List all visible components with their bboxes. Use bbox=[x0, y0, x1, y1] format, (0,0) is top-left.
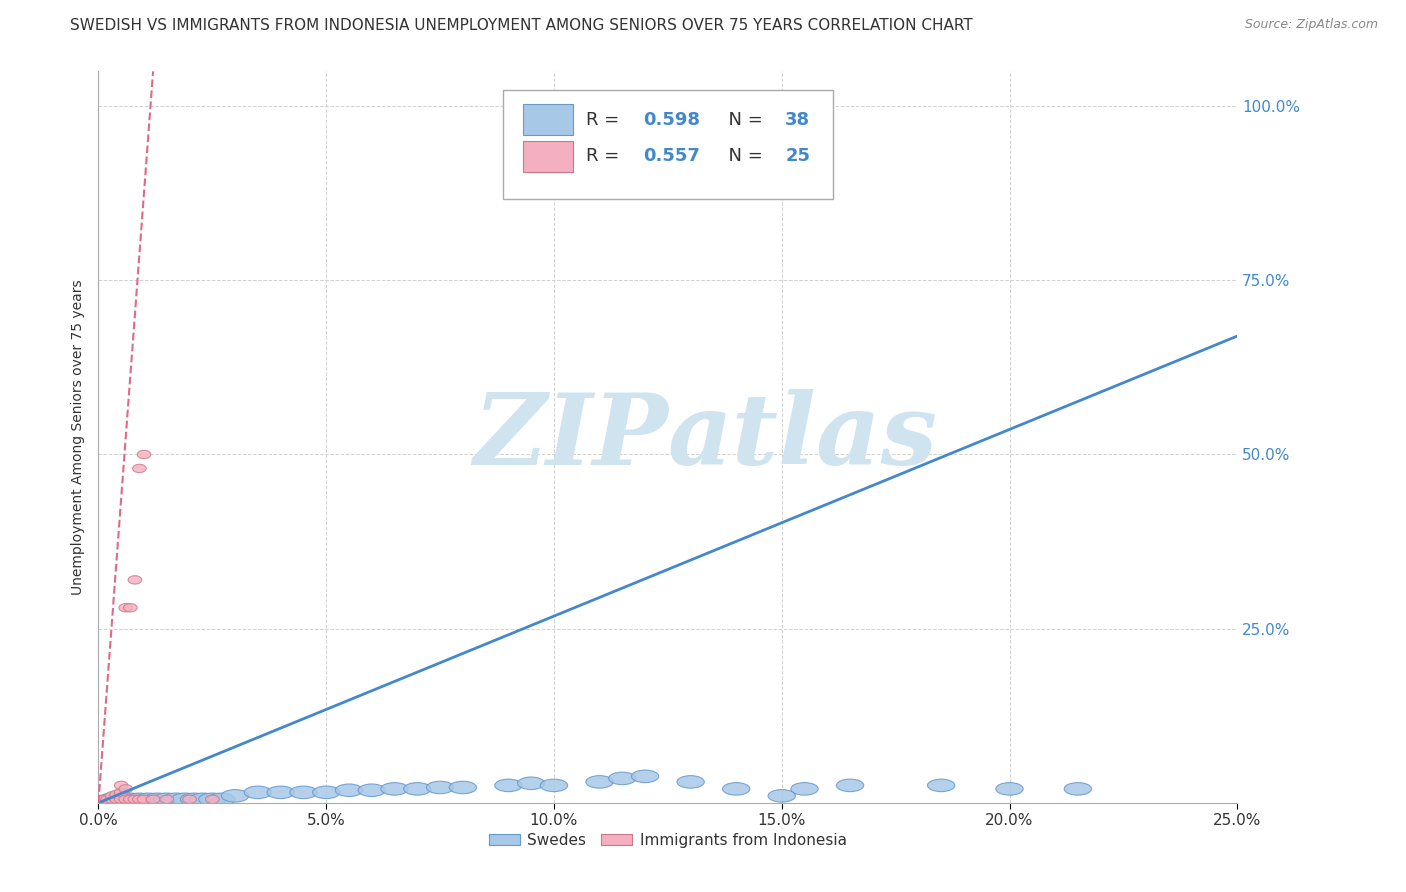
Ellipse shape bbox=[198, 793, 226, 805]
FancyBboxPatch shape bbox=[523, 141, 574, 171]
Ellipse shape bbox=[120, 604, 132, 612]
Ellipse shape bbox=[128, 795, 142, 804]
Ellipse shape bbox=[995, 782, 1024, 795]
Ellipse shape bbox=[183, 795, 197, 804]
Text: 25: 25 bbox=[785, 147, 810, 165]
Ellipse shape bbox=[312, 786, 340, 798]
Text: 0.598: 0.598 bbox=[643, 111, 700, 128]
Ellipse shape bbox=[91, 795, 105, 804]
Ellipse shape bbox=[117, 793, 143, 805]
Ellipse shape bbox=[208, 793, 235, 805]
Ellipse shape bbox=[114, 781, 128, 789]
Ellipse shape bbox=[128, 575, 142, 584]
Ellipse shape bbox=[146, 795, 160, 804]
Text: SWEDISH VS IMMIGRANTS FROM INDONESIA UNEMPLOYMENT AMONG SENIORS OVER 75 YEARS CO: SWEDISH VS IMMIGRANTS FROM INDONESIA UNE… bbox=[70, 18, 973, 33]
Legend: Swedes, Immigrants from Indonesia: Swedes, Immigrants from Indonesia bbox=[482, 827, 853, 854]
Ellipse shape bbox=[98, 793, 125, 805]
Text: ZIP: ZIP bbox=[472, 389, 668, 485]
Text: R =: R = bbox=[586, 111, 624, 128]
FancyBboxPatch shape bbox=[503, 90, 832, 200]
Ellipse shape bbox=[96, 795, 110, 804]
Ellipse shape bbox=[125, 793, 153, 805]
Ellipse shape bbox=[768, 789, 796, 802]
Ellipse shape bbox=[101, 795, 114, 804]
Ellipse shape bbox=[120, 785, 132, 793]
Ellipse shape bbox=[160, 795, 173, 804]
Ellipse shape bbox=[114, 789, 128, 797]
Ellipse shape bbox=[381, 782, 408, 795]
Ellipse shape bbox=[110, 795, 124, 804]
Ellipse shape bbox=[143, 793, 172, 805]
Ellipse shape bbox=[359, 784, 385, 797]
Ellipse shape bbox=[404, 782, 432, 795]
Ellipse shape bbox=[449, 781, 477, 794]
Ellipse shape bbox=[132, 464, 146, 473]
Ellipse shape bbox=[790, 782, 818, 795]
Ellipse shape bbox=[426, 781, 454, 794]
Ellipse shape bbox=[190, 793, 217, 805]
Ellipse shape bbox=[105, 795, 120, 804]
Ellipse shape bbox=[172, 793, 198, 805]
Text: Source: ZipAtlas.com: Source: ZipAtlas.com bbox=[1244, 18, 1378, 31]
Ellipse shape bbox=[723, 782, 749, 795]
Ellipse shape bbox=[124, 604, 138, 612]
Ellipse shape bbox=[586, 776, 613, 789]
Ellipse shape bbox=[540, 779, 568, 792]
Ellipse shape bbox=[205, 795, 219, 804]
Ellipse shape bbox=[928, 779, 955, 792]
Ellipse shape bbox=[290, 786, 318, 798]
Ellipse shape bbox=[180, 793, 208, 805]
Ellipse shape bbox=[110, 790, 124, 798]
Text: N =: N = bbox=[717, 111, 768, 128]
Ellipse shape bbox=[114, 795, 128, 804]
Ellipse shape bbox=[837, 779, 863, 792]
Ellipse shape bbox=[495, 779, 522, 792]
Ellipse shape bbox=[138, 450, 150, 458]
Ellipse shape bbox=[517, 777, 546, 789]
Ellipse shape bbox=[124, 795, 138, 804]
Text: 0.557: 0.557 bbox=[643, 147, 700, 165]
Ellipse shape bbox=[135, 793, 162, 805]
Ellipse shape bbox=[1064, 782, 1091, 795]
Ellipse shape bbox=[631, 770, 659, 782]
Ellipse shape bbox=[267, 786, 294, 798]
Text: R =: R = bbox=[586, 147, 624, 165]
Ellipse shape bbox=[138, 795, 150, 804]
Ellipse shape bbox=[335, 784, 363, 797]
Ellipse shape bbox=[676, 776, 704, 789]
Ellipse shape bbox=[245, 786, 271, 798]
Y-axis label: Unemployment Among Seniors over 75 years: Unemployment Among Seniors over 75 years bbox=[70, 279, 84, 595]
Text: N =: N = bbox=[717, 147, 768, 165]
Ellipse shape bbox=[609, 772, 636, 785]
Ellipse shape bbox=[105, 792, 120, 800]
Ellipse shape bbox=[162, 793, 190, 805]
Text: 38: 38 bbox=[785, 111, 810, 128]
Ellipse shape bbox=[221, 789, 249, 802]
Ellipse shape bbox=[153, 793, 180, 805]
Ellipse shape bbox=[132, 795, 146, 804]
Ellipse shape bbox=[107, 793, 135, 805]
Ellipse shape bbox=[120, 795, 132, 804]
FancyBboxPatch shape bbox=[523, 104, 574, 135]
Text: atlas: atlas bbox=[668, 389, 938, 485]
